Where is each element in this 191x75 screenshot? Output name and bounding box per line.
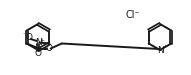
Text: +: + bbox=[39, 38, 44, 43]
Text: O: O bbox=[35, 49, 42, 58]
Text: N: N bbox=[35, 38, 42, 47]
Text: O: O bbox=[26, 33, 33, 42]
Text: Cl⁻: Cl⁻ bbox=[126, 10, 140, 20]
Text: ⁻: ⁻ bbox=[23, 30, 27, 39]
Text: N: N bbox=[158, 46, 164, 55]
Text: O: O bbox=[45, 44, 52, 53]
Text: +: + bbox=[162, 44, 168, 50]
